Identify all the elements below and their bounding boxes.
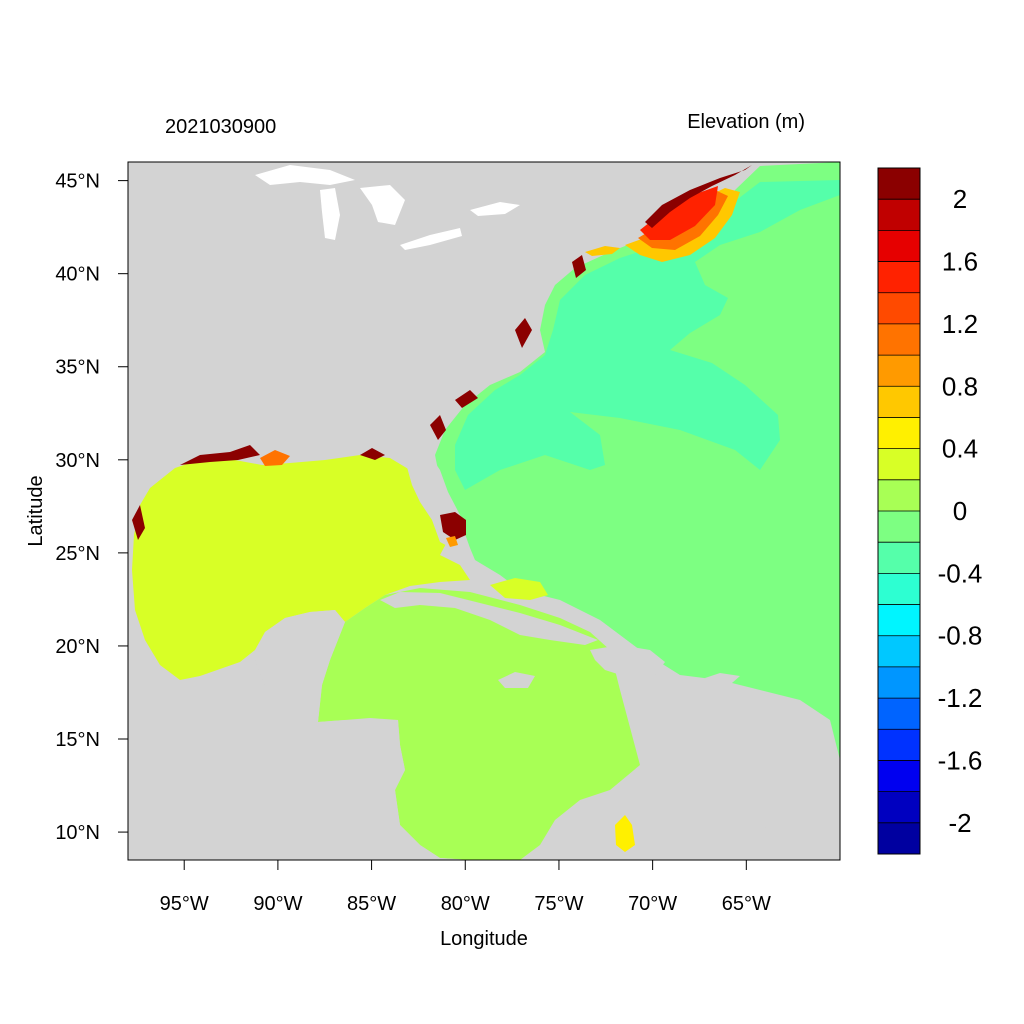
colorbar-swatch (878, 355, 920, 387)
colorbar-label: 0.4 (942, 434, 978, 464)
colorbar-swatch (878, 386, 920, 418)
caribbean-sea (318, 588, 640, 860)
x-axis-ticks: 95°W 90°W 85°W 80°W 75°W 70°W 65°W (160, 860, 771, 915)
y-axis-ticks: 45°N 40°N 35°N 30°N 25°N 20°N 15°N 10°N (55, 171, 128, 844)
lake-superior (255, 165, 355, 185)
y-tick-label: 10°N (55, 822, 100, 844)
colorbar-frame (877, 167, 921, 855)
hispaniola-island (590, 645, 665, 678)
puerto-rico-island (705, 673, 740, 684)
colorbar-swatch (878, 791, 920, 824)
colorbar-label: -2 (948, 808, 971, 838)
everglades-surge (440, 512, 466, 540)
colorbar-swatch (878, 199, 920, 231)
map-area (128, 162, 840, 860)
colorbar-swatch (878, 479, 920, 512)
colorbar-swatch (878, 511, 920, 543)
x-tick-label: 75°W (534, 893, 583, 915)
x-tick-label: 85°W (347, 893, 396, 915)
surge-contour-2 (645, 165, 752, 228)
coastal-surge-marks (132, 255, 586, 540)
y-tick-label: 35°N (55, 357, 100, 379)
x-tick-label: 65°W (722, 893, 771, 915)
colorbar-label: 1.2 (942, 309, 978, 339)
x-tick-label: 95°W (160, 893, 209, 915)
y-tick-label: 30°N (55, 450, 100, 472)
colorbar-swatch (878, 542, 920, 574)
lake-michigan (320, 188, 340, 240)
central-america-land (128, 720, 470, 860)
lake-erie (400, 228, 462, 250)
colorbar-swatch (878, 292, 920, 325)
colorbar-swatch (878, 323, 920, 356)
colorbar-swatch (878, 698, 920, 730)
atlantic-gyre (455, 180, 840, 490)
x-tick-label: 80°W (441, 893, 490, 915)
colorbar-swatch (878, 822, 920, 855)
y-axis-label: Latitude (25, 475, 47, 546)
colorbar-swatch (878, 635, 920, 668)
colorbar-label: -1.6 (938, 745, 983, 775)
gulf-of-mexico (132, 455, 470, 680)
south-america-land (540, 792, 840, 860)
louisiana-surge-marks (260, 450, 290, 466)
colorbar-label: 2 (953, 184, 967, 214)
y-tick-label: 45°N (55, 171, 100, 193)
yucatan-peninsula (255, 610, 345, 722)
bahamas-shelf (490, 578, 548, 600)
colorbar-swatch (878, 168, 920, 200)
map-frame (127, 161, 841, 861)
colorbar-swatch (878, 230, 920, 262)
colorbar-swatch (878, 573, 920, 605)
colorbar-swatch (878, 261, 920, 294)
colorbar-label: -0.8 (938, 621, 983, 651)
y-tick-label: 40°N (55, 264, 100, 286)
florida-bay (446, 536, 458, 547)
variable-title: Elevation (m) (687, 111, 805, 133)
x-tick-label: 90°W (253, 893, 302, 915)
colorbar: 2 1.6 1.2 0.8 0.4 0 -0.4 -0.8 -1.2 -1.6 -2 (877, 167, 983, 855)
colorbar-label: 1.6 (942, 247, 978, 277)
colorbar-label: 0.8 (942, 371, 978, 401)
x-tick-label: 70°W (628, 893, 677, 915)
colorbar-swatch (878, 729, 920, 761)
surge-contour-1.6 (640, 186, 718, 240)
atlantic-ocean (435, 162, 840, 760)
cuba-island (380, 592, 598, 645)
colorbar-swatch (878, 448, 920, 481)
y-tick-label: 15°N (55, 729, 100, 751)
timestamp-title: 2021030900 (165, 116, 276, 138)
y-tick-label: 20°N (55, 636, 100, 658)
colorbar-swatch (878, 760, 920, 792)
long-island-sound (585, 246, 620, 256)
colorbar-swatch (878, 666, 920, 699)
lake-huron (360, 185, 405, 225)
lake-ontario (470, 202, 520, 216)
colorbar-label: -1.2 (938, 683, 983, 713)
colorbar-swatch (878, 417, 920, 449)
y-tick-label: 25°N (55, 543, 100, 565)
x-axis-label: Longitude (440, 928, 528, 950)
colorbar-label: 0 (953, 496, 967, 526)
jamaica-island (498, 672, 535, 688)
colorbar-swatch (878, 604, 920, 637)
colorbar-label: -0.4 (938, 558, 983, 588)
maracaibo-lake (615, 815, 635, 852)
